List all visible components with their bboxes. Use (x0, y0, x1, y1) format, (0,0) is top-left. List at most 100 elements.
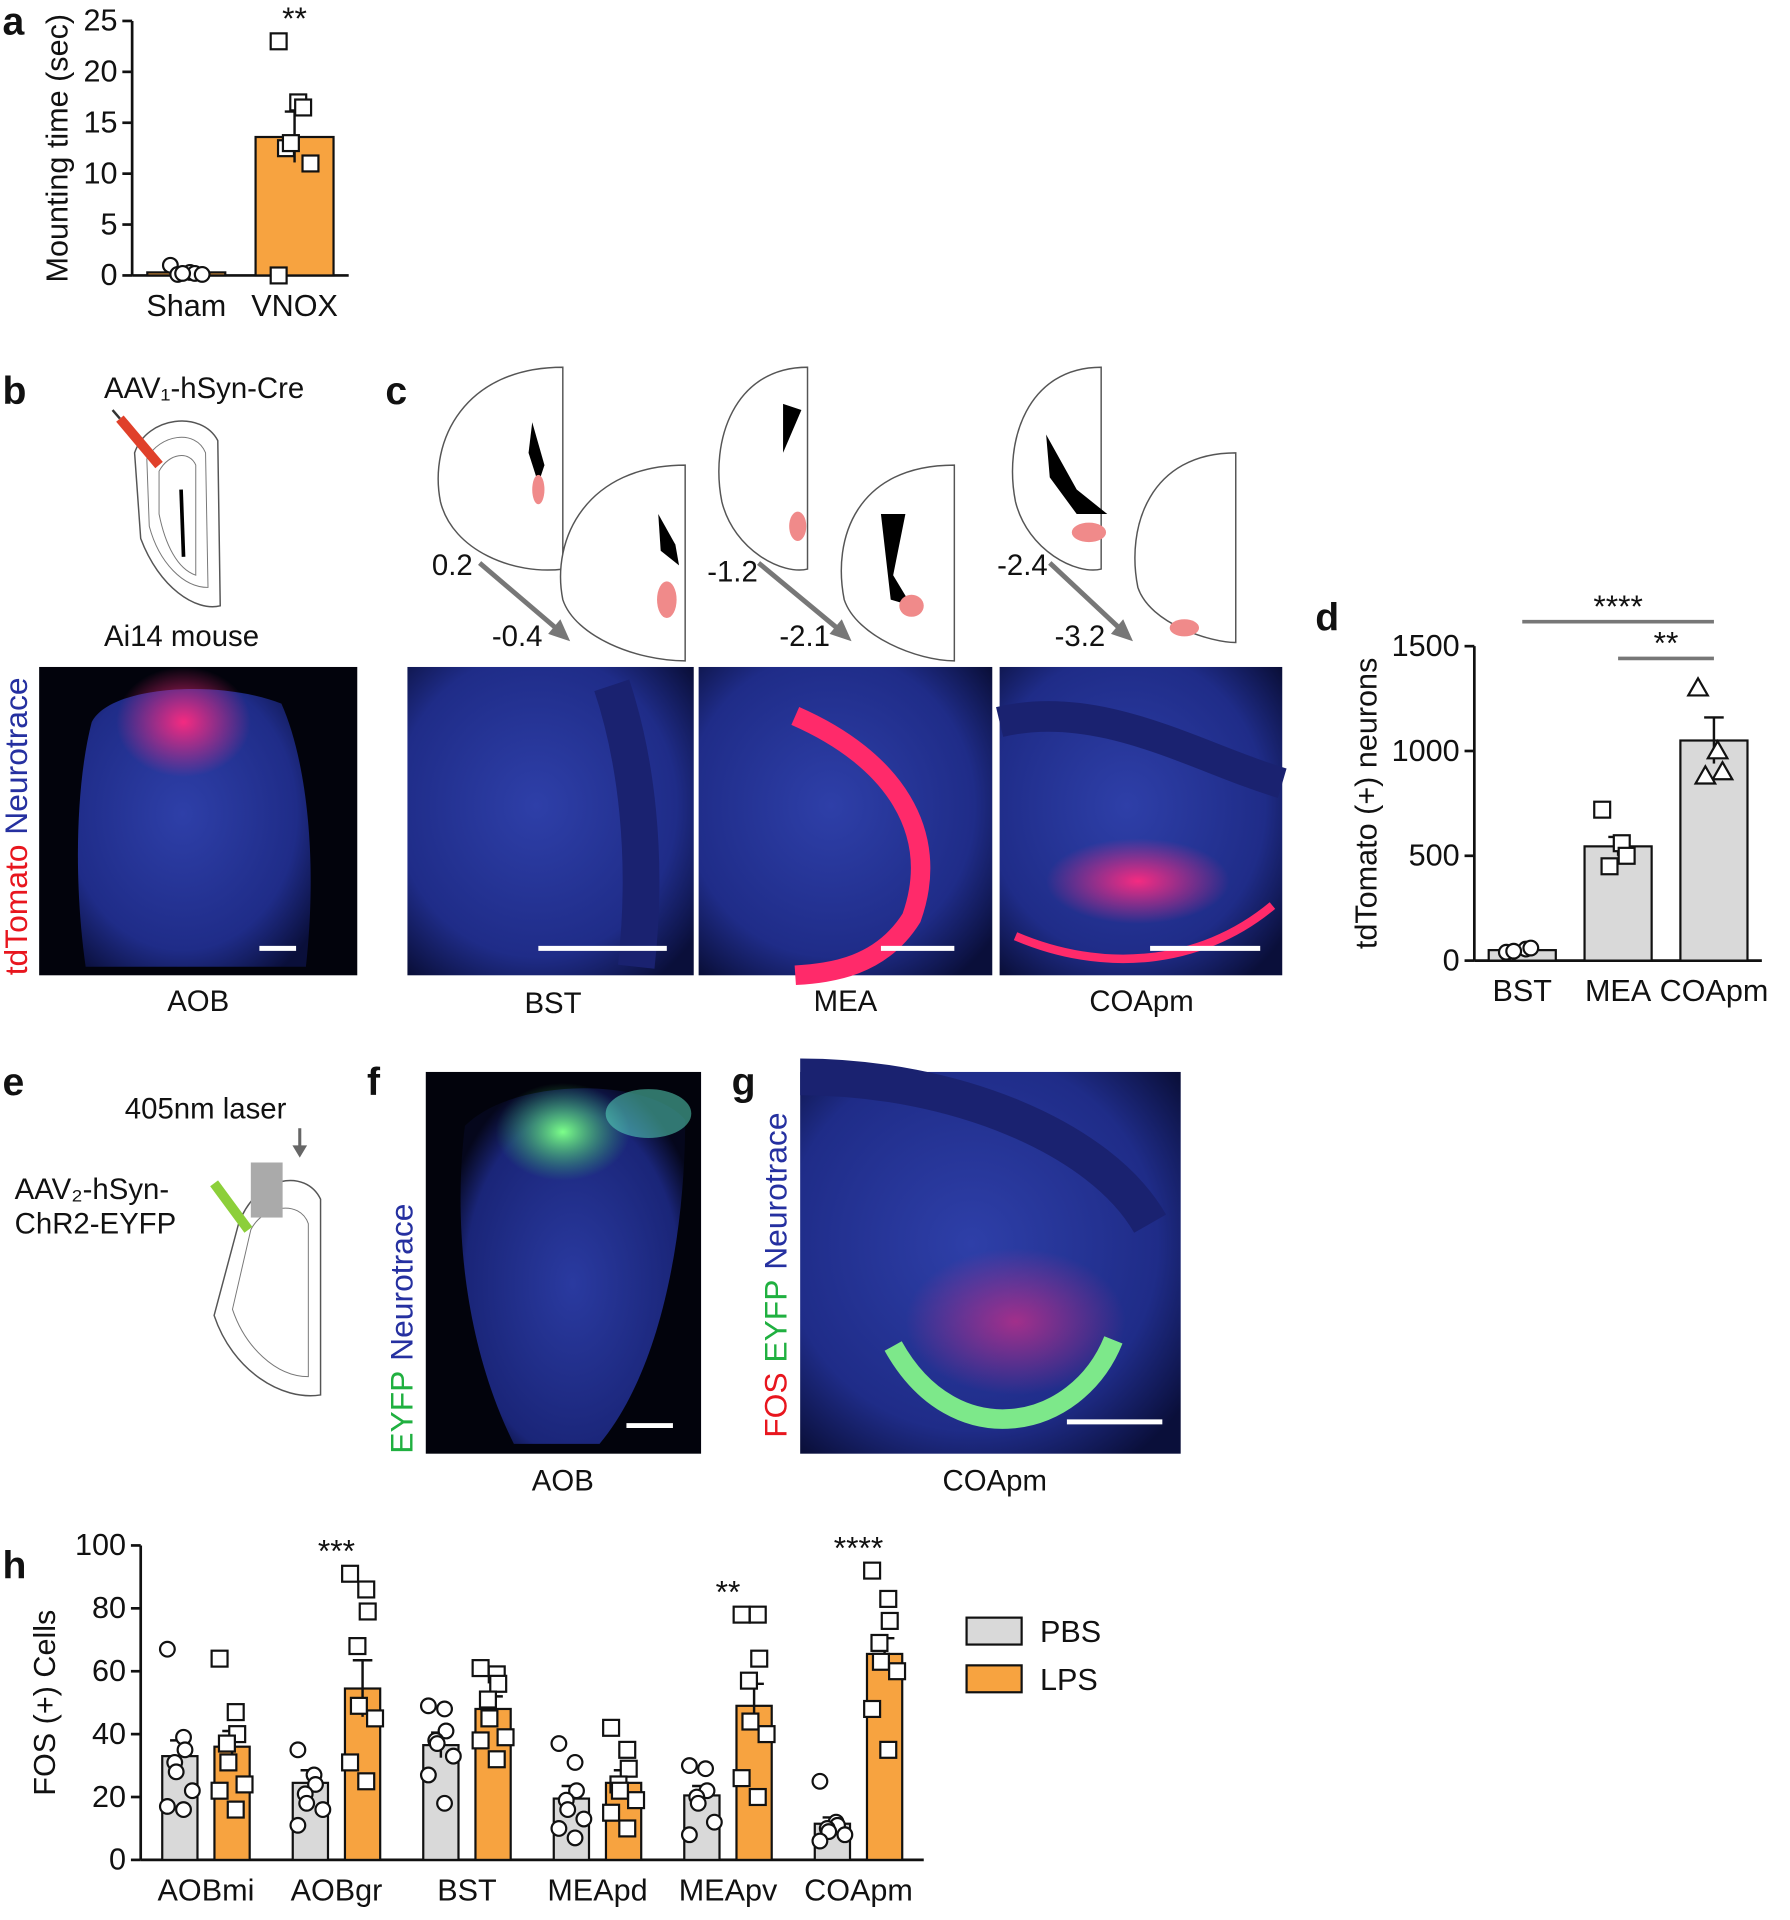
legend-label: LPS (1040, 1663, 1098, 1697)
bulb-diagram (111, 409, 221, 608)
data-point (210, 1649, 229, 1668)
data-point (739, 1671, 759, 1690)
panel-label: a (2, 0, 25, 43)
y-tick-label: 20 (83, 55, 117, 89)
data-point (680, 1757, 698, 1775)
data-point (226, 1800, 245, 1819)
level-label: -3.2 (1055, 620, 1106, 653)
data-point (566, 1753, 584, 1771)
data-point (741, 1712, 760, 1731)
y-tick-label: 1000 (1392, 734, 1460, 768)
data-point (871, 1652, 890, 1671)
significance: *** (318, 1533, 355, 1569)
y-tick-label: 0 (1443, 943, 1460, 977)
data-point (863, 1699, 882, 1719)
y-tick-label: 0 (109, 1843, 126, 1877)
data-point (235, 1775, 254, 1794)
level-label: 0.2 (432, 549, 473, 582)
data-point (1617, 846, 1636, 865)
data-point (880, 1611, 899, 1630)
data-point (183, 1782, 201, 1800)
data-point (298, 1794, 316, 1812)
significance: ** (716, 1573, 741, 1609)
data-point (748, 1787, 767, 1807)
x-tick-label: BST (437, 1873, 496, 1907)
data-point (289, 1741, 307, 1759)
micrograph (39, 666, 358, 976)
data-point (307, 1775, 324, 1793)
data-point (357, 1772, 376, 1791)
data-point (176, 1741, 194, 1759)
data-point (314, 1801, 332, 1819)
data-point (436, 1700, 453, 1718)
region-label: AOB (532, 1464, 594, 1497)
data-point (568, 1782, 585, 1800)
x-tick-label: MEApd (547, 1873, 647, 1907)
atlas-sections (437, 366, 1237, 662)
y-tick-label: 100 (75, 1528, 126, 1562)
data-point (836, 1826, 854, 1844)
data-point (210, 1781, 229, 1800)
x-tick-label: BST (1493, 974, 1552, 1008)
data-point (1710, 759, 1735, 781)
data-point (811, 1772, 829, 1790)
legend-label: PBS (1040, 1615, 1101, 1649)
stain-label: tdTomatoNeurotrace (0, 677, 34, 975)
data-point (879, 1589, 898, 1608)
region-label: MEA (814, 985, 878, 1018)
data-point (444, 1747, 462, 1765)
data-point (550, 1735, 568, 1752)
data-point (1693, 764, 1718, 785)
legend-swatch (965, 1664, 1023, 1694)
bar (1679, 739, 1749, 962)
y-tick-label: 15 (83, 106, 117, 140)
stain-label: FOSEYFPNeurotrace (758, 1112, 794, 1437)
y-tick-label: 80 (92, 1591, 126, 1625)
data-point (294, 98, 313, 117)
data-point (281, 134, 300, 153)
data-point (618, 1819, 637, 1838)
data-point (471, 1659, 490, 1678)
data-point (219, 1753, 238, 1772)
data-point (341, 1564, 360, 1583)
data-point (697, 1760, 715, 1778)
laser-label: 405nm laser (125, 1092, 287, 1125)
data-point (559, 1801, 577, 1819)
x-tick-label: AOBmi (158, 1873, 255, 1907)
data-point (618, 1740, 637, 1759)
data-point (348, 1637, 367, 1656)
data-point (870, 1633, 889, 1652)
data-point (496, 1728, 515, 1747)
data-point (610, 1781, 629, 1800)
vector-label: ChR2-EYFP (15, 1207, 177, 1240)
data-point (193, 265, 211, 283)
data-point (269, 32, 288, 51)
data-point (1686, 676, 1710, 697)
y-axis-label: Mounting time (sec) (40, 14, 74, 283)
y-tick-label: 40 (92, 1717, 126, 1751)
level-label: -2.1 (779, 620, 830, 653)
x-tick-label: VNOX (251, 289, 338, 323)
level-label: -0.4 (492, 620, 543, 653)
vector-label: AAV₂-hSyn- (15, 1173, 169, 1206)
y-axis-label: FOS (+) Cells (28, 1610, 62, 1796)
data-point (602, 1803, 621, 1822)
y-tick-label: 10 (83, 156, 117, 190)
data-point (349, 1696, 368, 1715)
panel-label: g (732, 1061, 756, 1104)
data-point (1505, 942, 1523, 960)
data-point (428, 1735, 446, 1752)
data-point (732, 1769, 751, 1788)
data-point (419, 1766, 437, 1784)
vector-label: AAV₁-hSyn-Cre (104, 372, 304, 405)
y-tick-label: 20 (92, 1780, 126, 1814)
data-point (757, 1725, 776, 1744)
data-point (217, 1734, 236, 1753)
panel-label: e (2, 1061, 24, 1104)
data-point (566, 1829, 584, 1847)
panel-label: b (2, 370, 26, 413)
data-point (627, 1791, 646, 1810)
data-point (158, 1797, 176, 1815)
region-label: COApm (943, 1464, 1047, 1497)
significance: ** (282, 0, 307, 36)
